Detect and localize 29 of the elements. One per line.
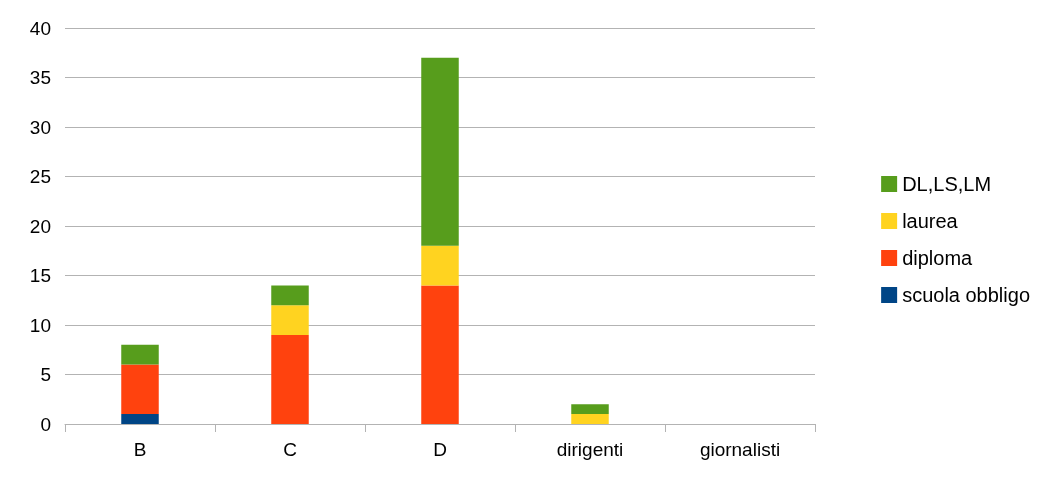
- y-tick-label: 0: [40, 413, 51, 435]
- bar: [571, 404, 609, 415]
- bar: [571, 414, 609, 424]
- x-tick-label: C: [283, 439, 297, 460]
- y-tick-label: 10: [29, 314, 51, 336]
- bar: [121, 364, 159, 415]
- y-tick-label: 15: [29, 265, 51, 286]
- x-tick-label: giornalisti: [699, 439, 781, 460]
- legend-label: DL,LS,LM: [902, 173, 992, 195]
- legend-label: diploma: [902, 247, 974, 269]
- y-tick-label: 5: [40, 364, 51, 385]
- bar: [271, 305, 309, 335]
- bar: [421, 57, 459, 246]
- y-tick-label: 40: [29, 17, 51, 39]
- bar: [421, 245, 459, 286]
- x-tick-label: dirigenti: [556, 439, 624, 460]
- bar: [121, 344, 159, 365]
- x-tick-label: B: [133, 439, 147, 460]
- y-tick-label: 35: [29, 67, 51, 88]
- x-tick-label: D: [433, 439, 447, 460]
- y-tick-label: 20: [29, 215, 51, 237]
- y-tick-label: 30: [29, 116, 51, 138]
- y-tick-label: 25: [29, 166, 51, 187]
- legend-label: laurea: [902, 210, 959, 232]
- bar: [271, 334, 309, 424]
- legend-label: scuola obbligo: [902, 284, 1030, 306]
- bar: [421, 285, 459, 424]
- bar: [121, 414, 159, 424]
- bar: [271, 285, 309, 306]
